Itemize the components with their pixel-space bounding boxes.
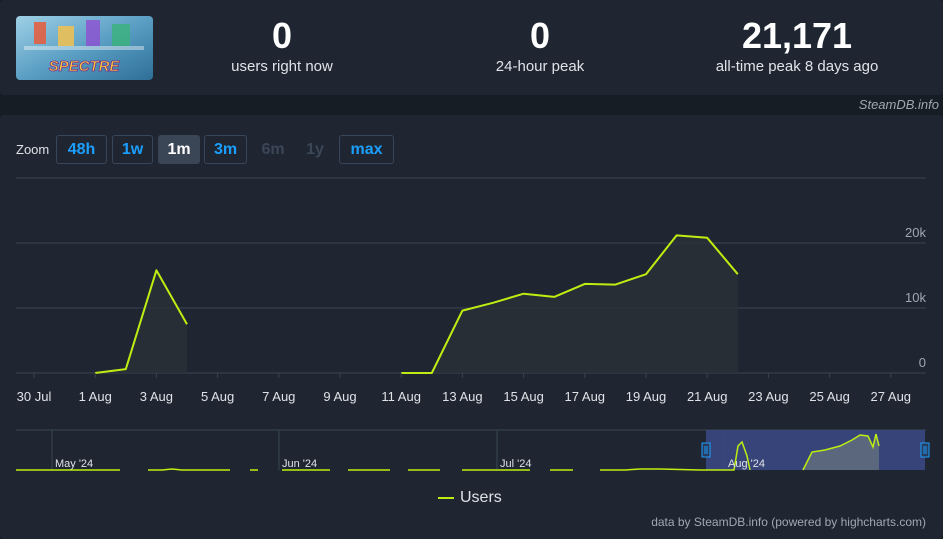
game-thumbnail[interactable]: SPECTRE (16, 16, 153, 80)
logo-text: SPECTRE (49, 58, 121, 75)
zoom-1y-button: 1y (306, 140, 324, 158)
stat-24h-peak: 0 24-hour peak (410, 14, 670, 76)
stat-label: all-time peak 8 days ago (715, 58, 879, 75)
zoom-1w-button[interactable]: 1w (112, 135, 153, 164)
chart-credit[interactable]: data by SteamDB.info (powered by highcha… (651, 515, 926, 529)
steamdb-credit[interactable]: SteamDB.info (858, 97, 939, 112)
zoom-3m-button[interactable]: 3m (204, 135, 247, 164)
stats-panel: SPECTRE 0 users right now 0 24-hour peak… (0, 0, 943, 95)
legend-users-line-icon (438, 497, 454, 499)
zoom-48h-button[interactable]: 48h (56, 135, 107, 164)
stat-label: 24-hour peak (495, 58, 585, 75)
stat-label: users right now (231, 58, 333, 75)
stat-value: 0 (529, 15, 551, 56)
legend-users-label: Users (460, 489, 502, 506)
chart-legend[interactable]: Users (438, 489, 502, 507)
stat-users-now: 0 users right now (152, 14, 412, 76)
zoom-1m-button[interactable]: 1m (158, 135, 200, 164)
chart-panel (0, 115, 943, 539)
zoom-label: Zoom (16, 142, 50, 157)
zoom-max-button[interactable]: max (339, 135, 394, 164)
stat-value: 21,171 (741, 15, 853, 56)
stat-all-time-peak: 21,171 all-time peak 8 days ago (667, 14, 927, 76)
stat-value: 0 (271, 15, 293, 56)
zoom-6m-button: 6m (261, 140, 285, 158)
